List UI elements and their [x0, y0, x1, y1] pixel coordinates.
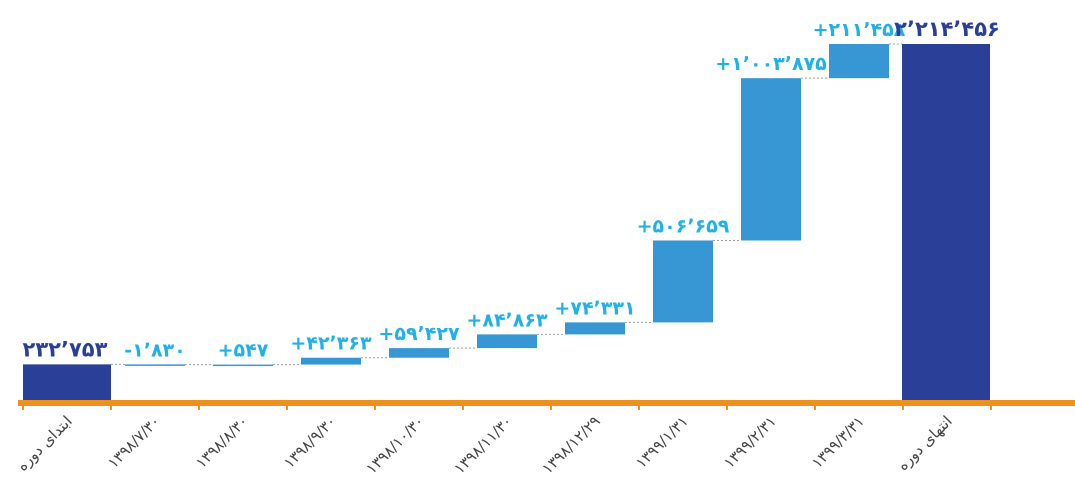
x-tick-label: ابتدای دوره: [13, 412, 76, 475]
data-label: +۵۹٬۴۲۷: [378, 323, 460, 345]
data-label: +۴۲٬۳۶۳: [290, 333, 372, 355]
delta-bar: [389, 348, 449, 358]
x-tick-label: ۱۳۹۸/۹/۳۰: [280, 412, 340, 472]
data-label: +۱٬۰۰۳٬۸۷۵: [715, 53, 827, 75]
data-label: +۷۴٬۳۳۱: [554, 297, 635, 319]
data-label: +۸۴٬۸۶۳: [466, 309, 548, 331]
x-tick-label: ۱۳۹۹/۳/۳۱: [808, 412, 868, 472]
delta-bar: [565, 322, 625, 335]
data-label: +۲۱۱٬۴۵۸: [813, 19, 906, 41]
x-tick-label: ۱۳۹۸/۱۱/۳۰: [450, 412, 515, 477]
x-tick-label: ۱۳۹۸/۸/۳۰: [192, 412, 252, 472]
x-tick-label: ۱۳۹۹/۱/۳۱: [632, 412, 692, 472]
x-tick-label: انتهای دوره: [894, 412, 956, 474]
x-tick-label: ۱۳۹۸/۱۰/۳۰: [362, 412, 427, 477]
x-tick-label: ۱۳۹۹/۲/۳۱: [720, 412, 780, 472]
data-label: ۲٬۲۱۴٬۴۵۶: [894, 17, 1000, 41]
x-tick-label: ۱۳۹۸/۷/۳۰: [104, 412, 164, 472]
total-bar: [23, 364, 111, 402]
data-label: +۵۰۶٬۶۵۹: [637, 215, 730, 237]
data-label: +۵۴۷: [218, 340, 269, 362]
x-tick-label: ۱۳۹۸/۱۲/۲۹: [538, 412, 603, 477]
total-bar: [902, 44, 990, 402]
delta-bar: [653, 240, 713, 323]
delta-bar: [829, 44, 889, 79]
delta-bar: [301, 357, 361, 365]
delta-bar: [741, 78, 801, 241]
delta-bar: [477, 334, 537, 349]
data-label: ۲۳۲٬۷۵۳: [23, 337, 108, 361]
delta-bar: [125, 364, 185, 366]
delta-bar: [213, 364, 273, 367]
data-label: -۱٬۸۳۰: [124, 339, 186, 361]
